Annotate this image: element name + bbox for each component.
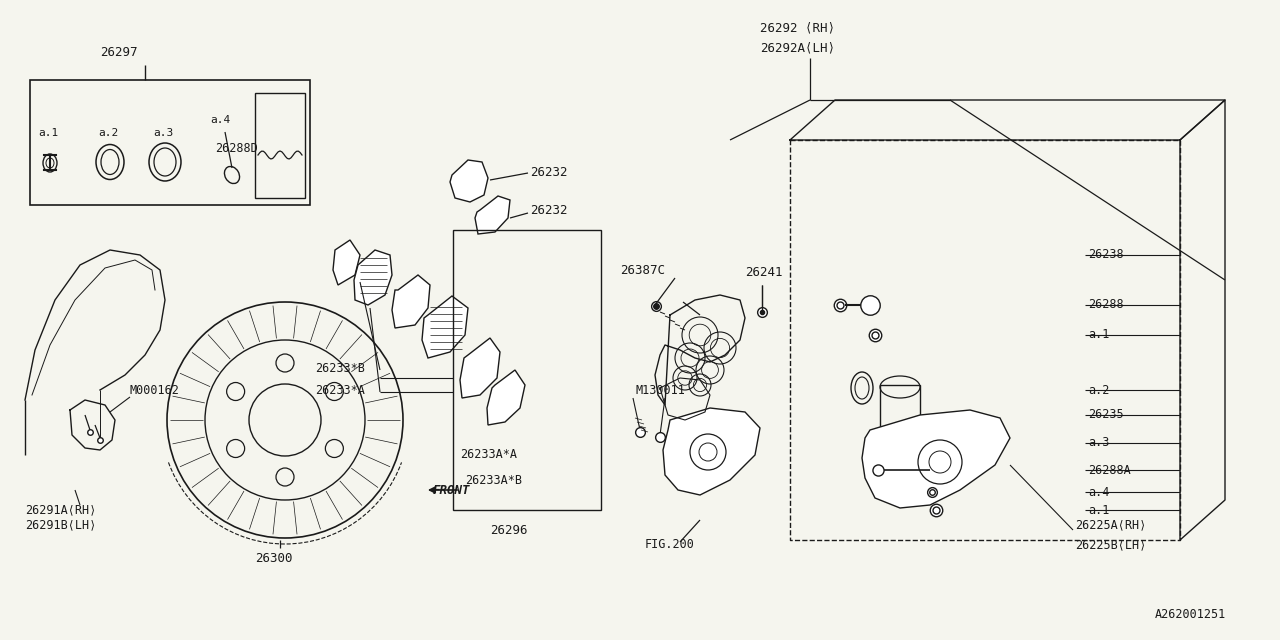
- Text: a.1: a.1: [1088, 328, 1110, 342]
- Bar: [255, 93, 305, 198]
- Polygon shape: [422, 296, 468, 358]
- Polygon shape: [486, 370, 525, 425]
- Text: 26238: 26238: [1088, 248, 1124, 262]
- Text: 26288: 26288: [1088, 298, 1124, 312]
- Text: 26292 ⟨RH⟩: 26292 ⟨RH⟩: [760, 22, 835, 35]
- Text: a.2: a.2: [99, 128, 118, 138]
- Text: 26300: 26300: [255, 552, 293, 564]
- Text: a.4: a.4: [1088, 486, 1110, 499]
- Text: 26297: 26297: [100, 45, 137, 58]
- Text: 26241: 26241: [745, 266, 782, 278]
- Polygon shape: [451, 160, 488, 202]
- Text: a.1: a.1: [38, 128, 59, 138]
- Text: 26291B⟨LH⟩: 26291B⟨LH⟩: [26, 518, 96, 531]
- Text: 26288D: 26288D: [215, 141, 257, 154]
- Text: 26225A⟨RH⟩: 26225A⟨RH⟩: [1075, 518, 1147, 531]
- Text: 26235: 26235: [1088, 408, 1124, 422]
- Text: FIG.200: FIG.200: [645, 538, 695, 552]
- Text: 26288A: 26288A: [1088, 463, 1130, 477]
- Text: a.1: a.1: [1088, 504, 1110, 516]
- Text: A262001251: A262001251: [1155, 609, 1226, 621]
- Bar: [881, 385, 920, 440]
- Text: 26233A*B: 26233A*B: [465, 474, 522, 486]
- Text: a.3: a.3: [1088, 436, 1110, 449]
- Text: 26232: 26232: [530, 204, 567, 216]
- Polygon shape: [460, 338, 500, 398]
- Text: FRONT: FRONT: [433, 483, 471, 497]
- Text: 26233A*A: 26233A*A: [460, 449, 517, 461]
- Text: 26233*A: 26233*A: [315, 383, 365, 397]
- Text: 26387C: 26387C: [620, 264, 666, 276]
- Text: 26292A⟨LH⟩: 26292A⟨LH⟩: [760, 42, 835, 54]
- Text: a.3: a.3: [154, 128, 173, 138]
- Bar: [453, 230, 602, 510]
- Text: 26296: 26296: [490, 524, 527, 536]
- Text: 26225B⟨LH⟩: 26225B⟨LH⟩: [1075, 538, 1147, 552]
- Polygon shape: [355, 250, 392, 305]
- Polygon shape: [861, 410, 1010, 508]
- Bar: [29, 80, 310, 205]
- Text: 26233*B: 26233*B: [315, 362, 365, 374]
- Polygon shape: [663, 408, 760, 495]
- Text: M130011: M130011: [636, 383, 686, 397]
- Text: M000162: M000162: [131, 383, 180, 397]
- Polygon shape: [333, 240, 360, 285]
- Text: a.2: a.2: [1088, 383, 1110, 397]
- Text: 26291A⟨RH⟩: 26291A⟨RH⟩: [26, 504, 96, 516]
- Text: a.4: a.4: [210, 115, 230, 125]
- Polygon shape: [475, 196, 509, 234]
- Polygon shape: [392, 275, 430, 328]
- Text: 26232: 26232: [530, 166, 567, 179]
